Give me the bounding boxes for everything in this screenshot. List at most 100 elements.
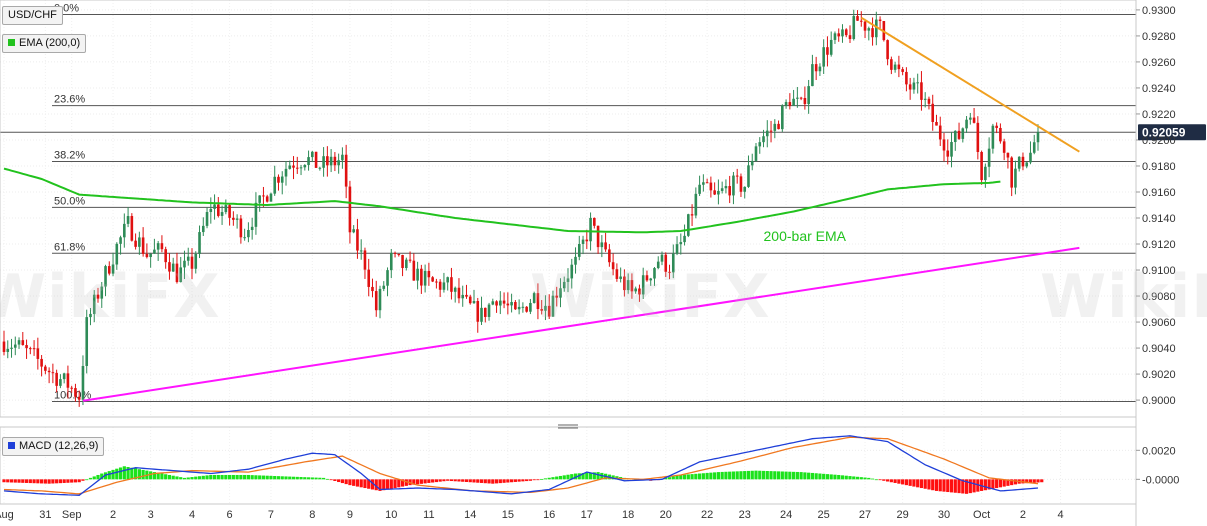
candle-body-bull bbox=[92, 294, 96, 314]
macd-hist-bar-pos bbox=[276, 476, 281, 480]
macd-hist-bar-pos bbox=[107, 471, 111, 480]
macd-hist-bar-pos bbox=[573, 473, 578, 480]
x-tick-label: 7 bbox=[268, 509, 274, 521]
candle-body-bull bbox=[461, 294, 465, 299]
ema-indicator-tag[interactable]: EMA (200,0) bbox=[2, 34, 87, 53]
candle-body-bull bbox=[532, 293, 536, 303]
macd-hist-bar-pos bbox=[728, 471, 732, 480]
candle-body-bull bbox=[656, 261, 660, 269]
candle-body-bear bbox=[611, 262, 615, 270]
candle-body-bear bbox=[886, 40, 889, 60]
candle-body-bull bbox=[747, 165, 750, 187]
candle-body-bull bbox=[750, 160, 754, 166]
candle-body-bear bbox=[905, 71, 908, 85]
macd-hist-bar-pos bbox=[807, 472, 811, 480]
candle-body-bull bbox=[322, 156, 325, 168]
candle-body-bear bbox=[536, 293, 540, 310]
candle-body-bear bbox=[70, 387, 73, 389]
macd-hist-bar-neg bbox=[927, 479, 931, 490]
macd-hist-bar-pos bbox=[814, 473, 818, 480]
macd-hist-bar-pos bbox=[303, 477, 307, 480]
macd-hist-bar-pos bbox=[588, 472, 593, 480]
candle-body-bull bbox=[833, 33, 837, 40]
macd-hist-bar-pos bbox=[675, 475, 679, 480]
candle-body-bear bbox=[972, 117, 976, 123]
macd-hist-bar-pos bbox=[664, 477, 668, 480]
macd-hist-bar-pos bbox=[314, 477, 318, 480]
last-price-tag-label: 0.92059 bbox=[1142, 125, 1186, 139]
candle-body-bull bbox=[818, 66, 822, 72]
candle-body-bull bbox=[991, 125, 995, 149]
candle-body-bull bbox=[807, 86, 810, 105]
candle-body-bull bbox=[916, 82, 919, 84]
candle-body-bear bbox=[645, 275, 649, 281]
macd-hist-bar-neg bbox=[934, 479, 939, 491]
x-tick-label: 24 bbox=[780, 509, 792, 521]
candle-body-bull bbox=[634, 288, 637, 292]
macd-hist-bar-pos bbox=[134, 468, 138, 480]
macd-hist-bar-neg bbox=[73, 479, 78, 483]
candle-body-bull bbox=[111, 264, 115, 274]
y-tick-label: 0.9200 bbox=[1142, 135, 1176, 147]
candle-body-bear bbox=[175, 263, 179, 283]
macd-hist-bar-pos bbox=[776, 471, 781, 480]
macd-hist-bar-neg bbox=[81, 479, 85, 481]
candle-body-bear bbox=[837, 33, 841, 37]
candle-body-bull bbox=[675, 244, 679, 254]
macd-indicator-tag[interactable]: MACD (12,26,9) bbox=[2, 437, 105, 456]
macd-hist-bar-neg bbox=[393, 479, 397, 489]
candle-body-bear bbox=[942, 139, 946, 151]
candle-body-bear bbox=[262, 195, 265, 197]
macd-hist-bar-pos bbox=[306, 477, 311, 480]
macd-hist-bar-pos bbox=[788, 471, 792, 480]
macd-hist-bar-pos bbox=[190, 477, 194, 480]
candle-body-bull bbox=[743, 186, 747, 192]
candle-body-bull bbox=[521, 306, 525, 308]
macd-hist-bar-pos bbox=[299, 477, 303, 480]
macd-hist-bar-pos bbox=[179, 477, 183, 480]
macd-hist-bar-neg bbox=[923, 479, 927, 489]
macd-hist-bar-neg bbox=[1002, 479, 1006, 487]
x-tick-label: 4 bbox=[189, 509, 195, 521]
macd-hist-bar-pos bbox=[269, 475, 273, 480]
candle-body-bull bbox=[205, 212, 209, 226]
x-tick-label: 18 bbox=[622, 509, 634, 521]
macd-hist-bar-neg bbox=[483, 479, 487, 484]
macd-hist-bar-neg bbox=[47, 479, 51, 484]
macd-hist-bar-neg bbox=[938, 479, 942, 492]
candle-body-bear bbox=[107, 266, 111, 274]
candle-body-bull bbox=[280, 176, 284, 183]
candle-body-bear bbox=[77, 396, 81, 400]
candle-body-bull bbox=[796, 97, 799, 99]
macd-hist-bar-neg bbox=[912, 479, 916, 487]
candle-body-bear bbox=[999, 127, 1002, 142]
macd-hist-bar-neg bbox=[964, 479, 969, 494]
x-tick-label: 27 bbox=[859, 509, 871, 521]
macd-hist-bar-pos bbox=[750, 470, 754, 480]
macd-hist-bar-neg bbox=[70, 479, 74, 483]
macd-hist-bar-neg bbox=[442, 479, 446, 482]
candle-body-bear bbox=[935, 121, 938, 126]
candle-body-bear bbox=[51, 372, 55, 374]
macd-hist-bar-neg bbox=[968, 479, 972, 494]
candle-body-bear bbox=[141, 237, 145, 254]
macd-hist-bar-neg bbox=[348, 479, 352, 486]
macd-hist-bar-neg bbox=[502, 479, 506, 483]
candle-body-bear bbox=[55, 372, 58, 386]
macd-hist-bar-pos bbox=[682, 474, 687, 480]
macd-hist-bar-pos bbox=[156, 472, 160, 480]
symbol-tag[interactable]: USD/CHF bbox=[2, 6, 63, 25]
macd-hist-bar-neg bbox=[919, 479, 924, 489]
candle-body-bull bbox=[758, 142, 762, 147]
candle-body-bear bbox=[374, 291, 378, 311]
macd-hist-bar-pos bbox=[780, 471, 784, 480]
macd-hist-bar-pos bbox=[581, 473, 585, 480]
candle-body-bull bbox=[446, 277, 449, 283]
candle-body-bear bbox=[333, 156, 337, 166]
macd-hist-bar-neg bbox=[374, 479, 378, 491]
candle-body-bull bbox=[1025, 162, 1029, 167]
candle-body-bull bbox=[269, 193, 273, 202]
candle-body-bull bbox=[912, 82, 916, 90]
macd-hist-bar-neg bbox=[476, 479, 480, 483]
candle-body-bear bbox=[25, 345, 28, 349]
